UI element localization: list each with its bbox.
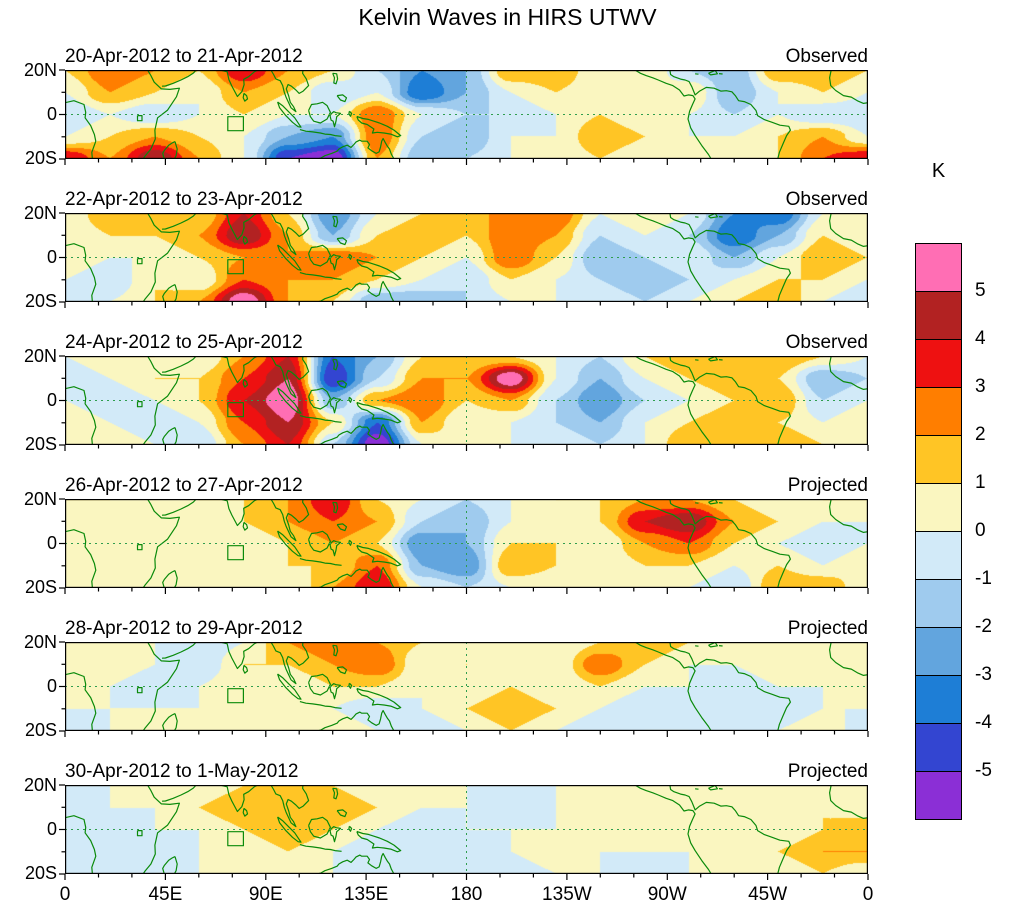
x-tick-label: 90E bbox=[248, 884, 283, 905]
y-tick-label: 20S bbox=[24, 720, 57, 740]
y-tick-label: 20N bbox=[23, 489, 57, 509]
panel: 24-Apr-2012 to 25-Apr-2012 Observed 20N … bbox=[24, 330, 869, 454]
panel-status-label: Projected bbox=[787, 618, 868, 639]
colorbar-cell bbox=[916, 676, 961, 724]
map-overlay bbox=[59, 784, 869, 880]
colorbar-cell bbox=[916, 388, 961, 436]
panel-date-range: 30-Apr-2012 to 1-May-2012 bbox=[65, 761, 299, 782]
colorbar-tick-label: 1 bbox=[975, 472, 986, 493]
y-tick-label: 20N bbox=[23, 203, 57, 223]
panel-header: 28-Apr-2012 to 29-Apr-2012 Projected bbox=[65, 616, 868, 642]
map-plot: 20N 0 20S bbox=[24, 203, 869, 311]
panel-header: 26-Apr-2012 to 27-Apr-2012 Projected bbox=[65, 473, 868, 499]
y-tick-label: 20S bbox=[24, 434, 57, 454]
panel-header: 24-Apr-2012 to 25-Apr-2012 Observed bbox=[65, 330, 868, 356]
x-tick-label: 90W bbox=[647, 884, 687, 905]
panel-date-range: 28-Apr-2012 to 29-Apr-2012 bbox=[65, 618, 303, 639]
y-tick-label: 0 bbox=[46, 104, 57, 124]
y-tick-label: 20S bbox=[24, 291, 57, 311]
map-overlay bbox=[59, 641, 869, 737]
y-tick-label: 20S bbox=[24, 577, 57, 597]
x-tick-label: 45W bbox=[748, 884, 788, 905]
panel-status-label: Observed bbox=[785, 332, 868, 353]
colorbar-cell bbox=[916, 532, 961, 580]
panel-status-label: Projected bbox=[787, 761, 868, 782]
panel-date-range: 22-Apr-2012 to 23-Apr-2012 bbox=[65, 189, 303, 210]
x-tick-label: 180 bbox=[450, 884, 483, 905]
colorbar-tick-label: 4 bbox=[975, 328, 986, 349]
panel: 20-Apr-2012 to 21-Apr-2012 Observed 20N … bbox=[24, 44, 869, 168]
colorbar-cell bbox=[916, 436, 961, 484]
panel: 26-Apr-2012 to 27-Apr-2012 Projected 20N… bbox=[24, 473, 869, 597]
y-tick-label: 20N bbox=[23, 775, 57, 795]
colorbar-tick-label: -4 bbox=[975, 712, 992, 733]
colorbar-tick-label: 3 bbox=[975, 376, 986, 397]
panel-status-label: Projected bbox=[787, 475, 868, 496]
map-overlay bbox=[59, 69, 869, 165]
panel: 28-Apr-2012 to 29-Apr-2012 Projected 20N… bbox=[24, 616, 869, 740]
map-overlay bbox=[59, 355, 869, 451]
panel-header: 20-Apr-2012 to 21-Apr-2012 Observed bbox=[65, 44, 868, 70]
map-plot: 20N 0 20S bbox=[24, 489, 869, 597]
map-plot: 20N 0 20S bbox=[24, 632, 869, 740]
x-tick-label: 0 bbox=[59, 884, 71, 905]
colorbar-tick-label: -1 bbox=[975, 568, 992, 589]
y-tick-label: 20N bbox=[23, 632, 57, 652]
y-tick-label: 0 bbox=[46, 390, 57, 410]
y-tick-label: 20S bbox=[24, 863, 57, 883]
panel-header: 30-Apr-2012 to 1-May-2012 Projected bbox=[65, 759, 868, 785]
panel: 30-Apr-2012 to 1-May-2012 Projected 20N … bbox=[24, 759, 869, 883]
colorbar-cell bbox=[916, 292, 961, 340]
colorbar-tick-label: 0 bbox=[975, 520, 986, 541]
x-tick-label: 135E bbox=[343, 884, 389, 905]
panel-date-range: 26-Apr-2012 to 27-Apr-2012 bbox=[65, 475, 303, 496]
y-tick-label: 0 bbox=[46, 533, 57, 553]
colorbar-cell bbox=[916, 724, 961, 772]
figure-title: Kelvin Waves in HIRS UTWV bbox=[358, 4, 657, 30]
panel: 22-Apr-2012 to 23-Apr-2012 Observed 20N … bbox=[24, 187, 869, 311]
y-tick-label: 20N bbox=[23, 60, 57, 80]
colorbar-unit-label: K bbox=[931, 160, 946, 182]
colorbar-cell bbox=[916, 580, 961, 628]
colorbar-tick-label: 5 bbox=[975, 280, 986, 301]
panel-status-label: Observed bbox=[785, 189, 868, 210]
panel-header: 22-Apr-2012 to 23-Apr-2012 Observed bbox=[65, 187, 868, 213]
colorbar-cell bbox=[916, 484, 961, 532]
colorbar-cell bbox=[916, 628, 961, 676]
colorbar-cell bbox=[916, 244, 961, 292]
colorbar bbox=[915, 243, 962, 820]
colorbar-cell bbox=[916, 772, 961, 819]
y-tick-label: 20N bbox=[23, 346, 57, 366]
x-axis-labels: 0 45E 90E 135E 180 135W 90W 45W 0 bbox=[0, 884, 1015, 910]
y-tick-label: 0 bbox=[46, 247, 57, 267]
y-tick-label: 0 bbox=[46, 676, 57, 696]
x-tick-label: 0 bbox=[862, 884, 874, 905]
map-plot: 20N 0 20S bbox=[24, 60, 869, 168]
colorbar-cell bbox=[916, 340, 961, 388]
map-overlay bbox=[59, 498, 869, 594]
map-overlay bbox=[59, 212, 869, 308]
colorbar-tick-label: -2 bbox=[975, 616, 992, 637]
colorbar-tick-label: 2 bbox=[975, 424, 986, 445]
panel-date-range: 24-Apr-2012 to 25-Apr-2012 bbox=[65, 332, 303, 353]
map-plot: 20N 0 20S bbox=[24, 346, 869, 454]
colorbar-tick-label: -5 bbox=[975, 760, 992, 781]
panel-status-label: Observed bbox=[785, 46, 868, 67]
x-tick-label: 45E bbox=[148, 884, 183, 905]
y-tick-label: 0 bbox=[46, 819, 57, 839]
x-tick-label: 135W bbox=[542, 884, 592, 905]
map-plot: 20N 0 20S bbox=[24, 775, 869, 883]
colorbar-tick-label: -3 bbox=[975, 664, 992, 685]
panel-date-range: 20-Apr-2012 to 21-Apr-2012 bbox=[65, 46, 303, 67]
y-tick-label: 20S bbox=[24, 148, 57, 168]
